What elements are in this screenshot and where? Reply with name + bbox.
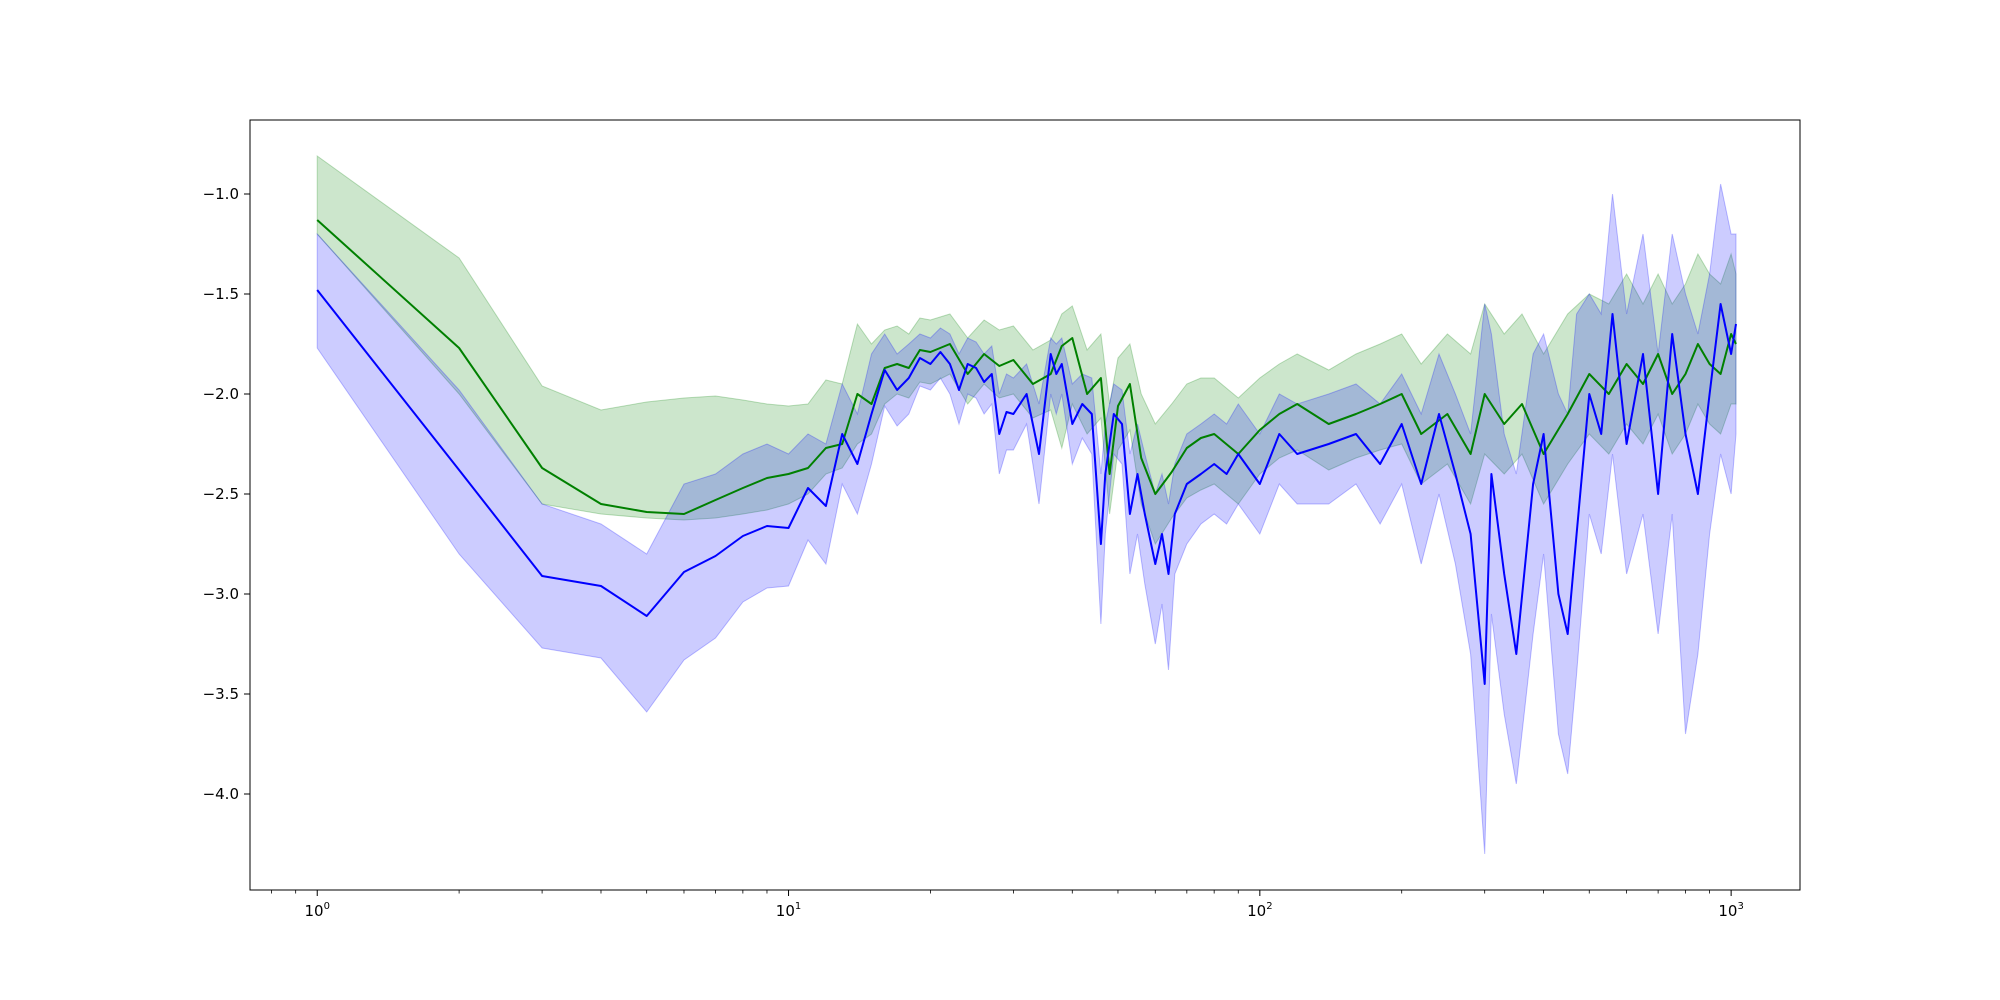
x-tick-label: 100	[305, 901, 330, 920]
confidence-bands	[316, 155, 1737, 855]
y-tick-label: −4.0	[203, 785, 239, 803]
x-axis: 100 101 102 103	[271, 890, 1744, 920]
plot-frame	[249, 119, 1801, 891]
x-tick-label: 101	[776, 901, 801, 920]
series-1-line	[316, 289, 1737, 685]
y-tick-label: −2.5	[203, 485, 239, 503]
series-lines	[316, 219, 1737, 685]
y-tick-label: −3.5	[203, 685, 239, 703]
series-0-line	[316, 219, 1737, 515]
y-tick-label: −1.5	[203, 285, 239, 303]
y-tick-label: −2.0	[203, 385, 239, 403]
x-tick-label: 103	[1718, 901, 1743, 920]
series-0-band	[316, 155, 1737, 546]
y-axis: −1.0 −1.5 −2.0 −2.5 −3.0 −3.5 −4.0	[203, 185, 250, 803]
y-tick-label: −1.0	[203, 185, 239, 203]
series-1-band	[316, 183, 1737, 855]
x-tick-label: 102	[1247, 901, 1272, 920]
y-tick-label: −3.0	[203, 585, 239, 603]
